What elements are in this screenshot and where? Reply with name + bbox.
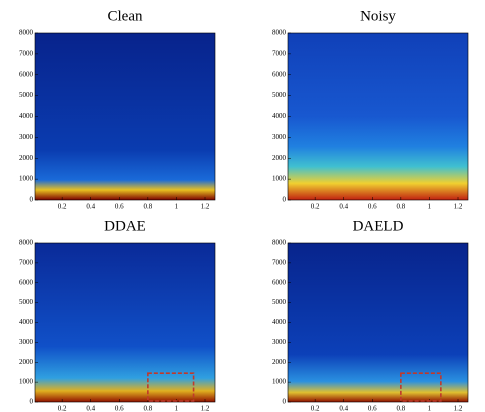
x-tick-label: 0.6	[368, 203, 377, 211]
y-tick-label: 4000	[19, 318, 34, 326]
y-tick-label: 3000	[19, 133, 34, 141]
x-tick-label: 0.4	[86, 203, 95, 211]
y-tick-label: 4000	[272, 318, 287, 326]
x-tick-label: 0.4	[339, 405, 348, 412]
highlight-box	[147, 372, 195, 402]
y-tick-label: 7000	[19, 258, 34, 266]
spectrogram-image	[288, 33, 468, 200]
y-tick-label: 8000	[272, 239, 287, 247]
spectrogram-image	[288, 243, 468, 402]
panel-title: DAELD	[353, 218, 404, 234]
y-tick-label: 1000	[272, 175, 287, 183]
spectrogram-image	[35, 243, 215, 402]
y-tick-label: 3000	[19, 338, 34, 346]
x-tick-label: 0.6	[368, 405, 377, 412]
panel-title: Clean	[108, 8, 143, 24]
x-tick-label: 0.4	[339, 203, 348, 211]
y-tick-label: 0	[30, 196, 34, 204]
y-tick-label: 1000	[272, 378, 287, 386]
x-tick-label: 1	[175, 203, 179, 211]
panel-title: DDAE	[104, 218, 146, 234]
y-tick-label: 5000	[272, 91, 287, 99]
x-tick-label: 0.2	[311, 203, 320, 211]
x-tick-label: 0.4	[86, 405, 95, 412]
y-tick-label: 2000	[272, 358, 287, 366]
y-tick-label: 4000	[19, 112, 34, 120]
y-tick-label: 6000	[272, 278, 287, 286]
y-tick-label: 3000	[272, 133, 287, 141]
y-tick-label: 5000	[19, 91, 34, 99]
y-tick-label: 0	[283, 398, 287, 406]
y-tick-label: 5000	[272, 298, 287, 306]
y-tick-label: 5000	[19, 298, 34, 306]
x-tick-label: 0.2	[311, 405, 320, 412]
y-tick-label: 1000	[19, 175, 34, 183]
x-tick-label: 1.2	[454, 203, 463, 211]
x-tick-label: 0.8	[143, 203, 152, 211]
x-tick-label: 0.8	[396, 203, 405, 211]
y-tick-label: 7000	[272, 258, 287, 266]
x-tick-label: 0.6	[115, 405, 124, 412]
y-tick-label: 4000	[272, 112, 287, 120]
x-tick-label: 0.8	[396, 405, 405, 412]
x-tick-label: 0.8	[143, 405, 152, 412]
y-tick-label: 3000	[272, 338, 287, 346]
y-tick-label: 6000	[19, 278, 34, 286]
y-tick-label: 1000	[19, 378, 34, 386]
x-tick-label: 0.2	[58, 405, 67, 412]
x-tick-label: 1	[428, 203, 432, 211]
y-tick-label: 6000	[272, 70, 287, 78]
y-tick-label: 2000	[19, 154, 34, 162]
y-tick-label: 2000	[272, 154, 287, 162]
spectrogram-image	[35, 33, 215, 200]
x-tick-label: 1.2	[201, 405, 210, 412]
x-tick-label: 1.2	[454, 405, 463, 412]
y-tick-label: 8000	[272, 29, 287, 37]
y-tick-label: 0	[283, 196, 287, 204]
y-tick-label: 7000	[19, 49, 34, 57]
y-tick-label: 0	[30, 398, 34, 406]
x-tick-label: 1.2	[201, 203, 210, 211]
y-tick-label: 6000	[19, 70, 34, 78]
y-tick-label: 7000	[272, 49, 287, 57]
x-tick-label: 1	[175, 405, 179, 412]
highlight-box	[400, 372, 442, 402]
y-tick-label: 8000	[19, 239, 34, 247]
x-tick-label: 0.2	[58, 203, 67, 211]
x-tick-label: 1	[428, 405, 432, 412]
x-tick-label: 0.6	[115, 203, 124, 211]
y-tick-label: 8000	[19, 29, 34, 37]
y-tick-label: 2000	[19, 358, 34, 366]
panel-title: Noisy	[360, 8, 396, 24]
